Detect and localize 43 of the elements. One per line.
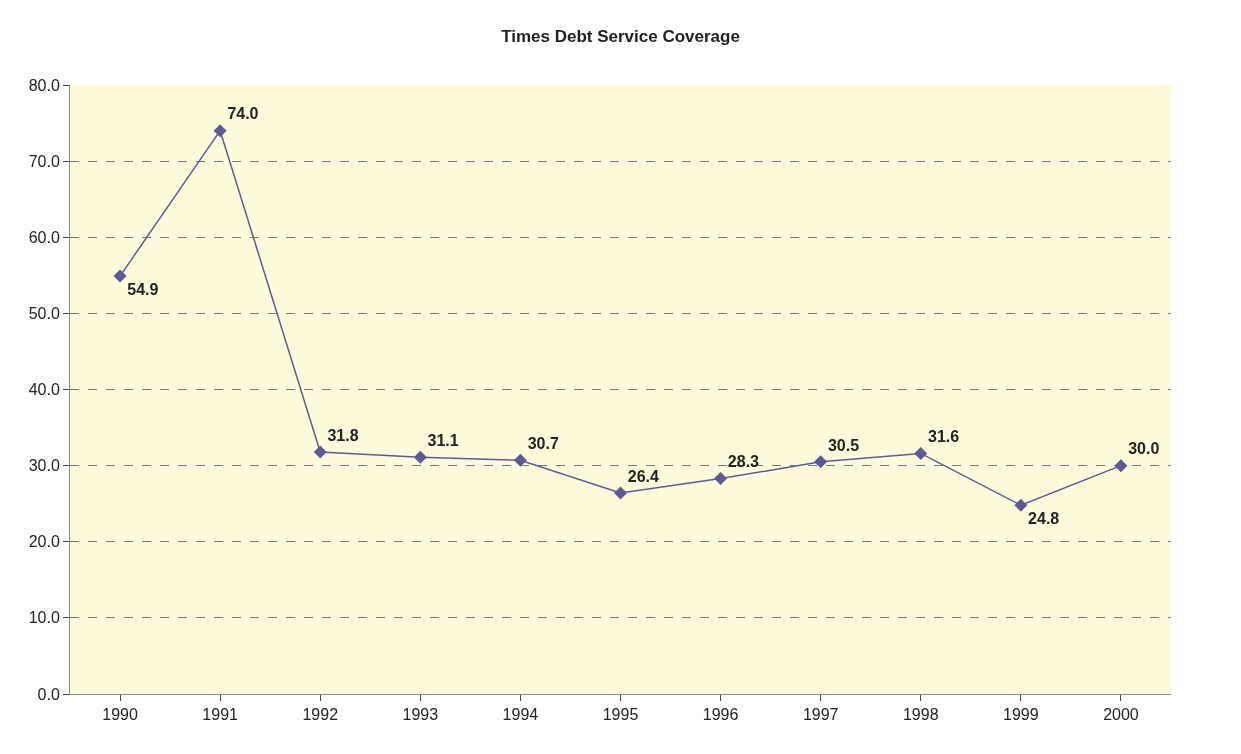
data-label: 31.6 xyxy=(928,428,960,446)
x-tick-label: 1990 xyxy=(102,706,138,724)
x-tick-label: 1992 xyxy=(302,706,339,724)
y-tick-label: 10.0 xyxy=(28,609,60,627)
data-label: 74.0 xyxy=(227,105,259,123)
x-tick-label: 1994 xyxy=(502,706,539,724)
data-label: 28.3 xyxy=(727,453,760,471)
x-tick-label: 1993 xyxy=(402,706,439,724)
point xyxy=(814,455,828,469)
x-tick-label: 1997 xyxy=(802,706,839,724)
data-label: 26.4 xyxy=(627,467,659,485)
x-tick-label: 1999 xyxy=(1003,706,1039,724)
data-label: 30.0 xyxy=(1128,440,1160,458)
chart-title: Times Debt Service Coverage xyxy=(501,27,740,47)
x-tick-label: 1998 xyxy=(902,706,939,724)
point xyxy=(213,124,227,138)
point xyxy=(513,453,527,467)
point xyxy=(914,446,928,460)
x-tick-label: 2000 xyxy=(1103,706,1139,724)
y-tick-label: 80.0 xyxy=(28,76,60,94)
data-label: 31.8 xyxy=(327,426,359,444)
y-tick-label: 0.0 xyxy=(37,685,60,703)
point xyxy=(714,472,728,486)
point xyxy=(313,445,327,459)
y-tick-label: 60.0 xyxy=(28,228,60,246)
y-tick-label: 20.0 xyxy=(28,533,60,551)
x-tick-label: 1991 xyxy=(202,706,239,724)
point xyxy=(1114,459,1128,473)
data-label: 54.9 xyxy=(127,281,159,299)
y-tick-label: 30.0 xyxy=(28,457,60,475)
data-label: 31.1 xyxy=(427,432,459,449)
x-tick-label: 1995 xyxy=(602,706,639,724)
data-label: 24.8 xyxy=(1028,510,1060,528)
data-label: 30.7 xyxy=(527,435,559,453)
x-tick-label: 1996 xyxy=(702,706,739,724)
point xyxy=(413,450,427,464)
data-label: 30.5 xyxy=(827,436,860,454)
y-tick-label: 50.0 xyxy=(28,304,60,322)
y-tick-label: 40.0 xyxy=(28,381,60,399)
point xyxy=(1014,498,1028,512)
point xyxy=(113,269,127,283)
y-tick-label: 70.0 xyxy=(28,152,60,170)
point xyxy=(614,486,627,500)
